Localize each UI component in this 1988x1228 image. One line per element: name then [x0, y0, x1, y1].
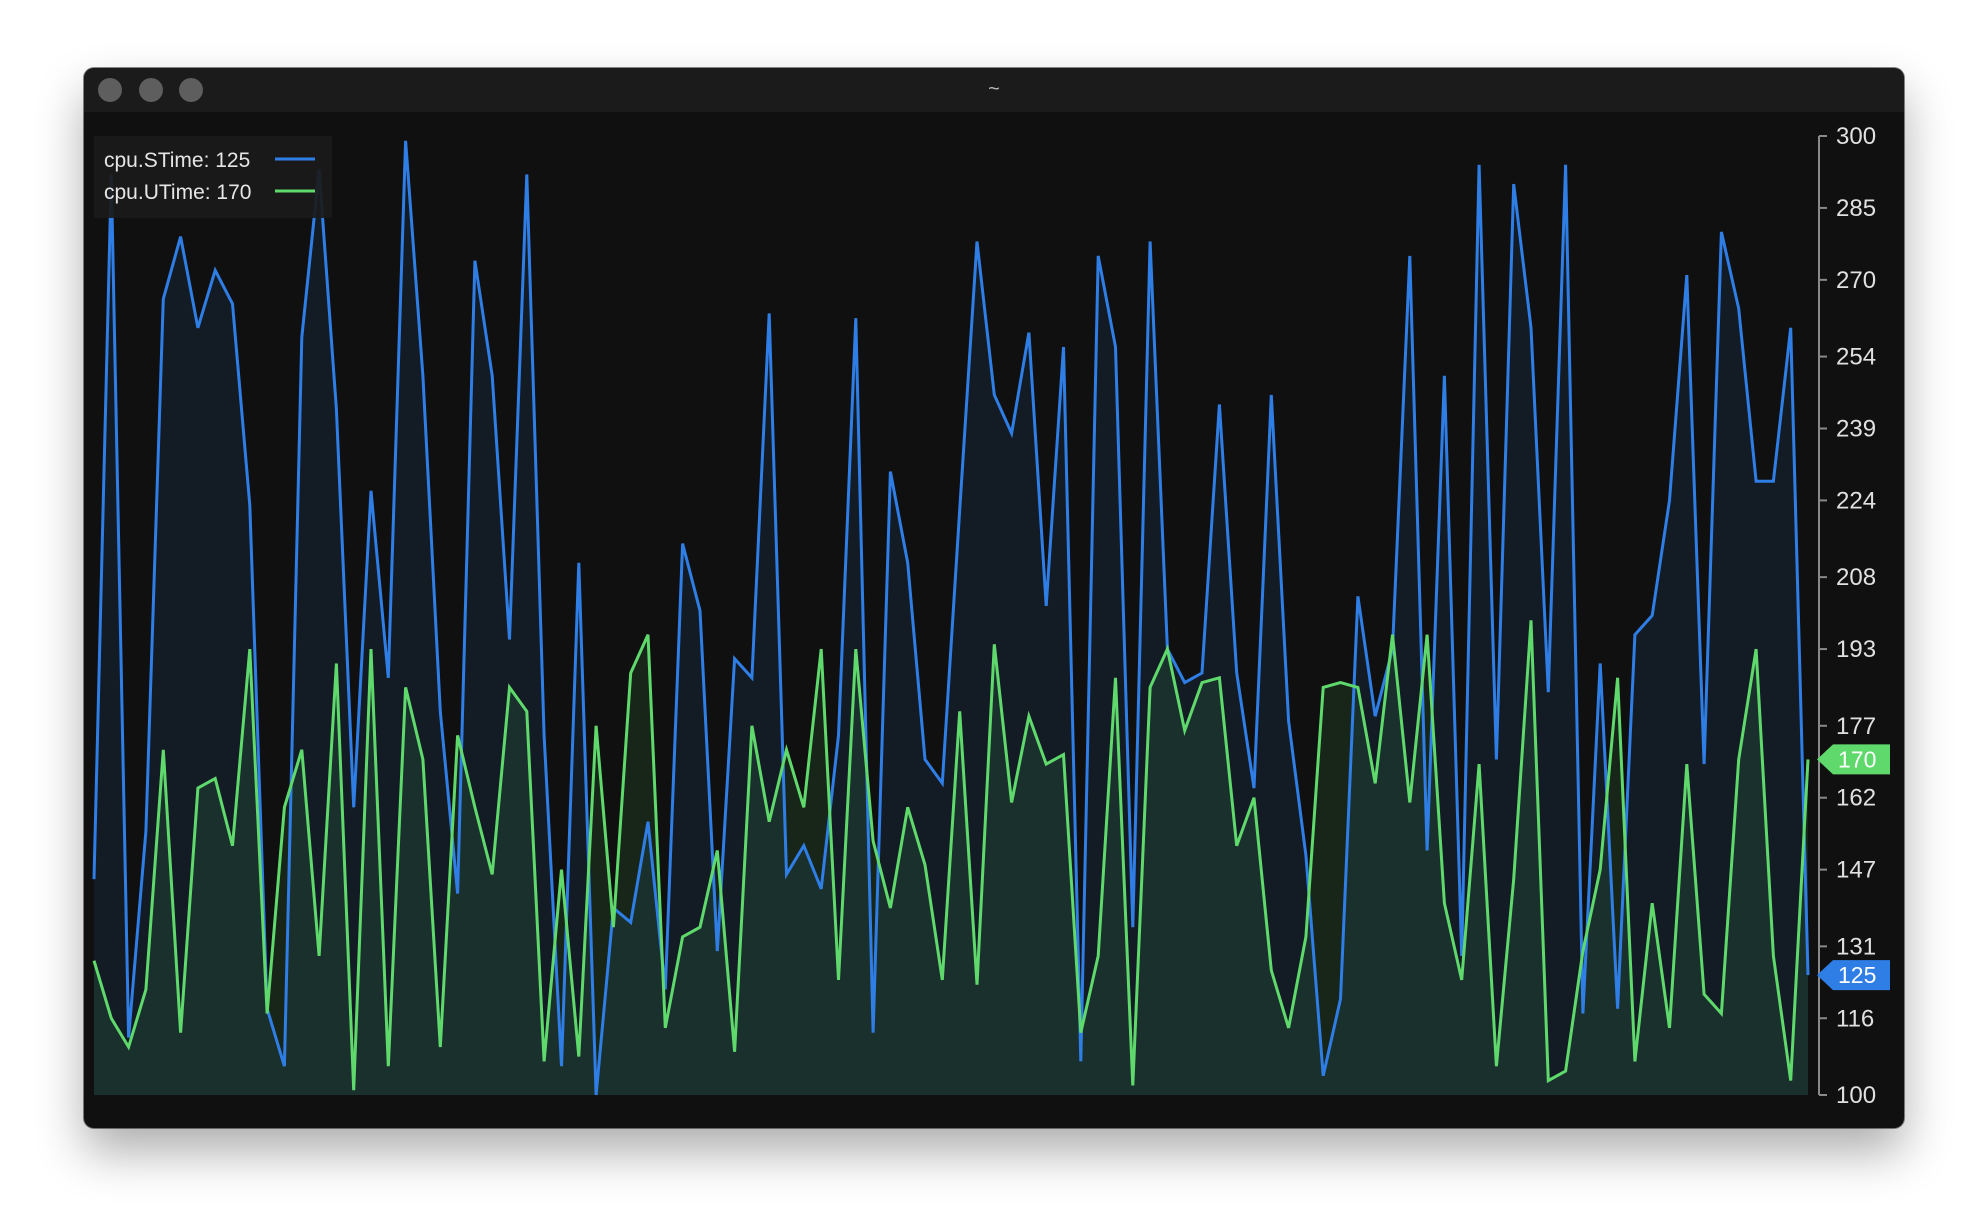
legend-box: [94, 136, 332, 218]
y-tick-label: 224: [1836, 487, 1876, 514]
tag-utime-shape: [1817, 744, 1890, 775]
title-bar: ~: [84, 68, 1904, 112]
y-tick-label: 162: [1836, 785, 1876, 812]
y-tick-label: 193: [1836, 636, 1876, 663]
legend-label-utime: cpu.UTime: 170: [104, 181, 251, 204]
series-line-cpu-utime: [92, 620, 1810, 1091]
y-tick-label: 208: [1836, 564, 1876, 591]
y-tick-label: 100: [1836, 1082, 1876, 1109]
series-line-cpu-stime: [92, 140, 1810, 1096]
y-tick-label: 116: [1836, 1005, 1874, 1032]
current-value-tag-stime: 125: [1817, 960, 1890, 991]
window-title: ~: [988, 78, 1000, 100]
y-tick-label: 131: [1836, 933, 1876, 960]
y-tick-label: 285: [1836, 195, 1876, 222]
y-tick-label: 254: [1836, 344, 1876, 371]
zoom-button[interactable]: [179, 78, 203, 102]
terminal-window: ~ cpu.STime: 125 cpu.UTime: 170 300 285 27…: [84, 68, 1904, 1128]
current-value-tag-utime: 170: [1817, 744, 1890, 775]
y-tick-label: 239: [1836, 415, 1876, 442]
tag-utime-text: 170: [1838, 746, 1876, 772]
legend: cpu.STime: 125 cpu.UTime: 170: [94, 136, 332, 218]
legend-label-stime: cpu.STime: 125: [104, 149, 250, 172]
close-button[interactable]: [98, 78, 122, 102]
tag-stime-shape: [1817, 960, 1890, 991]
line-chart: cpu.STime: 125 cpu.UTime: 170 300 285 270 2…: [92, 123, 1890, 1109]
tag-stime-text: 125: [1838, 962, 1876, 988]
y-tick-label: 270: [1836, 267, 1876, 294]
y-tick-label: 300: [1836, 123, 1876, 150]
y-tick-label: 147: [1836, 857, 1876, 884]
minimize-button[interactable]: [139, 78, 163, 102]
y-axis: 300 285 270 254 239 224 208 193 177 162 147 131 116 1…: [1818, 123, 1876, 1109]
y-tick-label: 177: [1836, 713, 1876, 740]
series-area-cpu-stime: [94, 140, 1808, 1096]
